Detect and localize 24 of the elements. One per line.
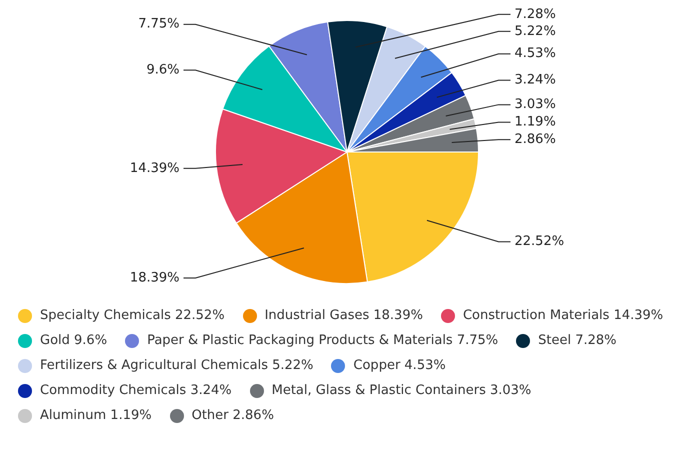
data-label: 9.6% <box>146 62 180 78</box>
legend-label: Other 2.86% <box>192 408 274 423</box>
legend-label: Fertilizers & Agricultural Chemicals 5.22% <box>40 358 314 373</box>
legend-label: Aluminum 1.19% <box>40 408 152 423</box>
data-label: 14.39% <box>130 160 180 176</box>
data-label: 7.75% <box>138 16 180 32</box>
legend-label: Commodity Chemicals 3.24% <box>40 383 232 398</box>
legend-label: Construction Materials 14.39% <box>462 308 664 323</box>
legend-label: Metal, Glass & Plastic Containers 3.03% <box>272 383 532 398</box>
data-label: 5.22% <box>514 24 556 39</box>
data-label: 4.53% <box>514 46 556 62</box>
data-label: 3.03% <box>514 97 556 112</box>
data-label: 2.86% <box>514 132 556 147</box>
legend-label: Steel 7.28% <box>538 333 617 348</box>
data-label: 1.19% <box>514 114 556 130</box>
legend-label: Copper 4.53% <box>353 358 446 373</box>
data-label: 7.28% <box>514 6 556 22</box>
legend-label: Industrial Gases 18.39% <box>264 308 423 323</box>
data-label: 3.24% <box>514 72 556 88</box>
data-label: 22.52% <box>514 234 564 250</box>
legend-label: Gold 9.6% <box>40 333 108 348</box>
legend-label: Specialty Chemicals 22.52% <box>40 308 225 323</box>
data-label: 18.39% <box>130 270 180 286</box>
legend-label: Paper & Plastic Packaging Products & Materials 7.75% <box>147 333 498 348</box>
